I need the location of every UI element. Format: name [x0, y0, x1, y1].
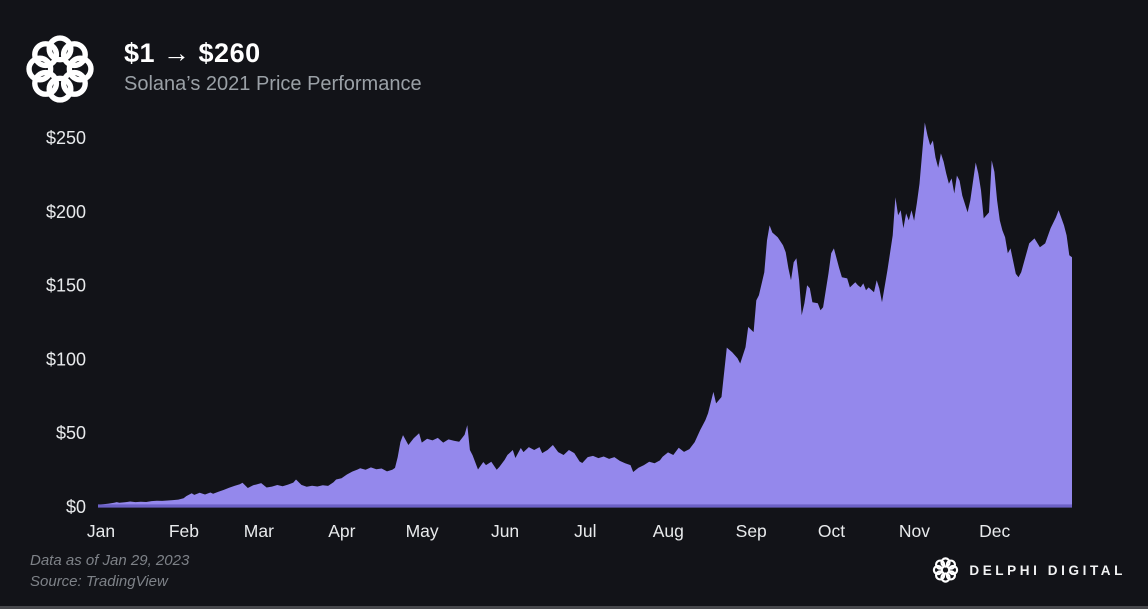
source-note: Source: TradingView: [30, 573, 168, 590]
y-axis-tick-label: $100: [46, 349, 86, 369]
footer-notes: Data as of Jan 29, 2023 Source: TradingV…: [30, 550, 189, 592]
x-axis-tick-label: Jun: [491, 521, 519, 541]
header: $1 → $260 Solana’s 2021 Price Performanc…: [24, 32, 422, 106]
x-axis-tick-label: Jul: [574, 521, 596, 541]
zero-baseline-line: [98, 504, 1072, 508]
bottom-edge-line: [0, 606, 1148, 609]
y-axis-tick-label: $200: [46, 202, 86, 222]
x-axis-tick-label: Sep: [736, 521, 767, 541]
delphi-knot-logo-icon: [26, 35, 94, 103]
x-axis-tick-label: May: [406, 521, 439, 541]
x-axis-tick-label: Jan: [87, 521, 115, 541]
brand-lockup: DELPHI DIGITAL: [932, 556, 1126, 584]
page-subtitle: Solana’s 2021 Price Performance: [124, 73, 422, 95]
x-axis-tick-label: Oct: [818, 521, 845, 541]
x-axis-tick-label: Aug: [653, 521, 684, 541]
y-axis-tick-label: $0: [66, 497, 86, 517]
x-axis-tick-label: Dec: [979, 521, 1010, 541]
sol-price-area-series: [98, 122, 1072, 507]
data-as-of-note: Data as of Jan 29, 2023: [30, 552, 190, 569]
title-block: $1 → $260 Solana’s 2021 Price Performanc…: [124, 32, 422, 96]
x-axis-tick-label: Feb: [169, 521, 199, 541]
x-axis-tick-label: Nov: [899, 521, 930, 541]
delphi-knot-logo-icon-small: [933, 557, 959, 583]
y-axis-tick-label: $250: [46, 128, 86, 148]
x-axis-tick-label: Mar: [244, 521, 274, 541]
page-title: $1 → $260: [124, 38, 261, 68]
y-axis-tick-label: $50: [56, 423, 86, 443]
brand-wordmark: DELPHI DIGITAL: [969, 562, 1126, 578]
x-axis-tick-label: Apr: [328, 521, 355, 541]
y-axis-tick-label: $150: [46, 276, 86, 296]
